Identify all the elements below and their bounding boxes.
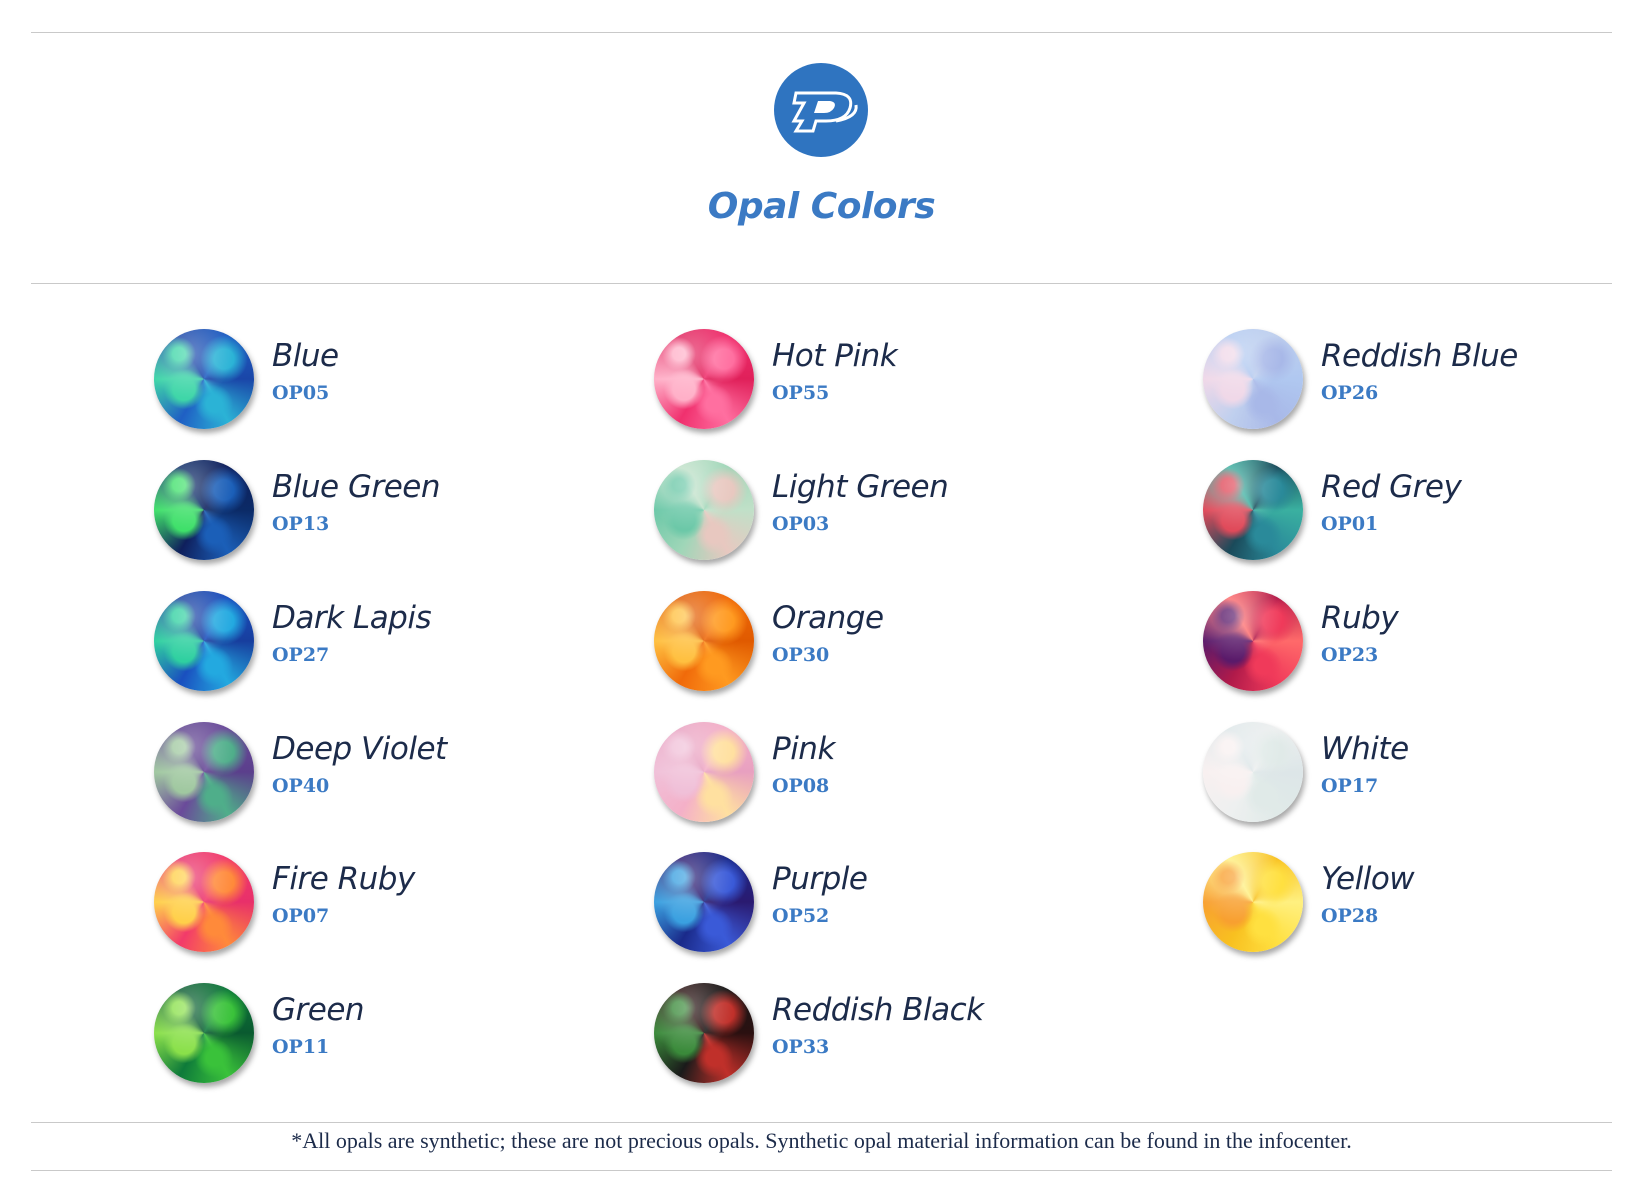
opal-swatch-item: Dark Lapis OP27 bbox=[154, 586, 574, 696]
opal-swatch-item: Ruby OP23 bbox=[1203, 586, 1623, 696]
opal-color-name: Orange bbox=[772, 600, 884, 636]
opal-color-name: Hot Pink bbox=[772, 338, 898, 374]
header-divider bbox=[31, 283, 1612, 284]
opal-stone-image bbox=[154, 983, 254, 1083]
opal-stone-image bbox=[654, 722, 754, 822]
opal-color-name: Purple bbox=[772, 861, 868, 897]
opal-color-code: OP07 bbox=[272, 905, 330, 927]
opal-color-name: Light Green bbox=[772, 469, 949, 505]
opal-swatch-item: Orange OP30 bbox=[654, 586, 1074, 696]
opal-swatch-item: Deep Violet OP40 bbox=[154, 717, 574, 827]
opal-color-name: Blue Green bbox=[272, 469, 441, 505]
opal-stone-image bbox=[154, 591, 254, 691]
brand-logo bbox=[774, 63, 868, 157]
opal-color-name: Deep Violet bbox=[272, 731, 447, 767]
opal-color-name: Blue bbox=[272, 338, 339, 374]
opal-swatch-item: Light Green OP03 bbox=[654, 455, 1074, 565]
opal-color-name: White bbox=[1321, 731, 1409, 767]
opal-color-code: OP05 bbox=[272, 382, 330, 404]
opal-swatch-item: Pink OP08 bbox=[654, 717, 1074, 827]
opal-swatch-item: Green OP11 bbox=[154, 978, 574, 1088]
opal-stone-image bbox=[154, 852, 254, 952]
opal-color-name: Dark Lapis bbox=[272, 600, 432, 636]
opal-swatch-item: Reddish Blue OP26 bbox=[1203, 324, 1623, 434]
opal-color-code: OP11 bbox=[272, 1036, 330, 1058]
opal-color-code: OP17 bbox=[1321, 775, 1379, 797]
opal-color-code: OP30 bbox=[772, 644, 830, 666]
opal-stone-image bbox=[1203, 591, 1303, 691]
opal-color-code: OP23 bbox=[1321, 644, 1379, 666]
opal-swatch-item: Hot Pink OP55 bbox=[654, 324, 1074, 434]
opal-color-name: Pink bbox=[772, 731, 835, 767]
opal-stone-image bbox=[154, 460, 254, 560]
footer-top-divider bbox=[31, 1122, 1612, 1123]
opal-swatch-item: Purple OP52 bbox=[654, 847, 1074, 957]
opal-stone-image bbox=[154, 329, 254, 429]
opal-color-name: Reddish Blue bbox=[1321, 338, 1518, 374]
page-title: Opal Colors bbox=[707, 186, 936, 227]
opal-color-name: Green bbox=[272, 992, 365, 1028]
top-divider bbox=[31, 32, 1612, 33]
opal-swatch-item: Yellow OP28 bbox=[1203, 847, 1623, 957]
footer-note: *All opals are synthetic; these are not … bbox=[291, 1128, 1352, 1153]
opal-color-name: Reddish Black bbox=[772, 992, 984, 1028]
opal-color-code: OP27 bbox=[272, 644, 330, 666]
opal-swatch-item: Red Grey OP01 bbox=[1203, 455, 1623, 565]
opal-color-name: Fire Ruby bbox=[272, 861, 415, 897]
opal-stone-image bbox=[154, 722, 254, 822]
opal-swatch-item: Blue OP05 bbox=[154, 324, 574, 434]
opal-swatch-item: White OP17 bbox=[1203, 717, 1623, 827]
opal-color-code: OP55 bbox=[772, 382, 830, 404]
opal-color-name: Yellow bbox=[1321, 861, 1415, 897]
opal-stone-image bbox=[654, 591, 754, 691]
opal-stone-image bbox=[1203, 852, 1303, 952]
opal-swatch-item: Reddish Black OP33 bbox=[654, 978, 1074, 1088]
opal-color-code: OP40 bbox=[272, 775, 330, 797]
opal-color-code: OP28 bbox=[1321, 905, 1379, 927]
opal-stone-image bbox=[654, 329, 754, 429]
opal-color-code: OP13 bbox=[272, 513, 330, 535]
opal-color-name: Red Grey bbox=[1321, 469, 1462, 505]
opal-stone-image bbox=[654, 983, 754, 1083]
opal-stone-image bbox=[1203, 329, 1303, 429]
opal-stone-image bbox=[1203, 722, 1303, 822]
footer-bottom-divider bbox=[31, 1170, 1612, 1171]
opal-stone-image bbox=[1203, 460, 1303, 560]
opal-stone-image bbox=[654, 852, 754, 952]
opal-color-code: OP26 bbox=[1321, 382, 1379, 404]
opal-swatch-item: Fire Ruby OP07 bbox=[154, 847, 574, 957]
opal-color-code: OP08 bbox=[772, 775, 830, 797]
p-logo-icon bbox=[791, 91, 858, 133]
opal-color-code: OP03 bbox=[772, 513, 830, 535]
opal-swatch-item: Blue Green OP13 bbox=[154, 455, 574, 565]
opal-color-code: OP52 bbox=[772, 905, 830, 927]
opal-color-code: OP33 bbox=[772, 1036, 830, 1058]
opal-color-code: OP01 bbox=[1321, 513, 1379, 535]
opal-color-name: Ruby bbox=[1321, 600, 1399, 636]
opal-stone-image bbox=[654, 460, 754, 560]
